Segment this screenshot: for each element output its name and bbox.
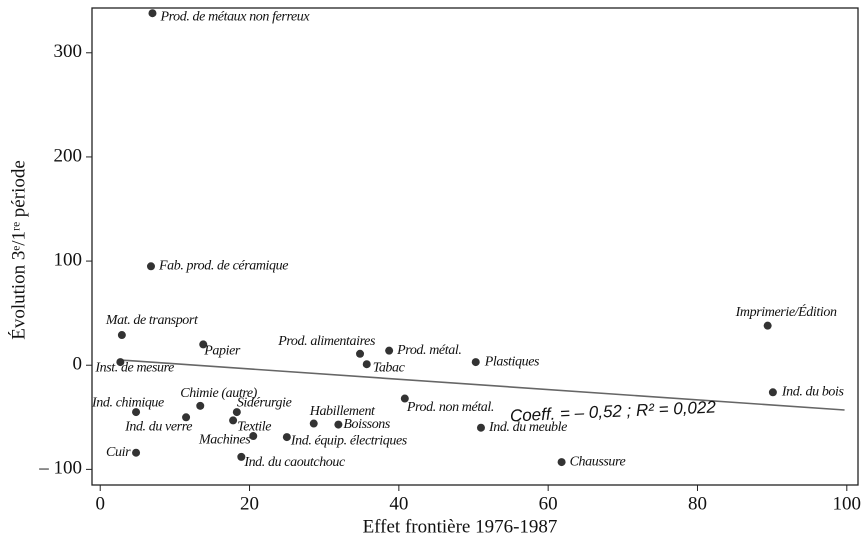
point [182, 413, 191, 422]
y-tick-label: – 100 [38, 458, 82, 479]
point [400, 394, 409, 403]
point-label: Chimie (autre) [180, 386, 257, 401]
point-label: Ind. du bois [781, 385, 845, 400]
point [362, 360, 371, 369]
point-label: Chaussure [570, 454, 626, 469]
point [229, 416, 238, 425]
point [763, 321, 772, 330]
point [309, 419, 318, 428]
x-axis-label: Effet frontière 1976-1987 [363, 516, 558, 537]
point-label: Habillement [309, 404, 376, 419]
point [471, 358, 480, 367]
y-tick-label: 100 [54, 249, 83, 270]
x-tick-label: 0 [95, 493, 105, 514]
point-label: Papier [203, 344, 241, 359]
point [199, 340, 208, 349]
x-tick-label: 100 [833, 493, 862, 514]
point-label: Ind. chimique [91, 395, 164, 410]
point-label: Prod. non métal. [406, 400, 494, 415]
point-label: Textile [237, 420, 271, 435]
point-label: Fab. prod. de céramique [158, 259, 288, 274]
point [148, 9, 157, 18]
point-label: Cuir [106, 445, 131, 460]
point-label: Prod. de métaux non ferreux [159, 9, 310, 24]
x-tick-label: 60 [539, 493, 558, 514]
point-label: Ind. du verre [124, 420, 192, 435]
point [282, 433, 291, 442]
point-label: Ind. du meuble [488, 420, 567, 435]
point [334, 420, 343, 429]
x-tick-label: 80 [688, 493, 707, 514]
point [356, 349, 365, 358]
point [768, 388, 777, 397]
point-label: Imprimerie/Édition [735, 303, 837, 320]
point-label: Boissons [343, 417, 391, 432]
y-tick-label: 300 [54, 41, 83, 62]
y-tick-label: 200 [54, 145, 83, 166]
point [146, 262, 155, 271]
point-label: Mat. de transport [105, 313, 199, 328]
y-tick-label: 0 [73, 354, 83, 375]
y-axis-label: Évolution 3ᵉ/1ʳᵉ période [7, 160, 29, 340]
point [557, 458, 566, 467]
point-label: Plastiques [484, 354, 540, 369]
x-tick-label: 40 [389, 493, 408, 514]
point [385, 346, 394, 355]
x-tick-label: 20 [240, 493, 259, 514]
point [117, 331, 126, 340]
point-label: Machines [198, 432, 251, 447]
point [476, 423, 485, 432]
point-label: Inst. de mesure [94, 360, 174, 375]
point [249, 432, 258, 441]
point-label: Prod. métal. [396, 343, 461, 358]
point [132, 448, 141, 457]
point-label: Ind. du caoutchouc [243, 455, 346, 470]
point-label: Tabac [373, 360, 406, 375]
point-label: Ind. équip. électriques [290, 433, 408, 448]
point [116, 358, 125, 367]
point [232, 408, 241, 417]
point-label: Sidérurgie [237, 395, 292, 410]
point-label: Prod. alimentaires [277, 334, 376, 349]
point [196, 401, 205, 410]
point [132, 408, 141, 417]
plot-frame [91, 7, 859, 486]
trend-line [120, 359, 845, 411]
point [237, 452, 246, 461]
